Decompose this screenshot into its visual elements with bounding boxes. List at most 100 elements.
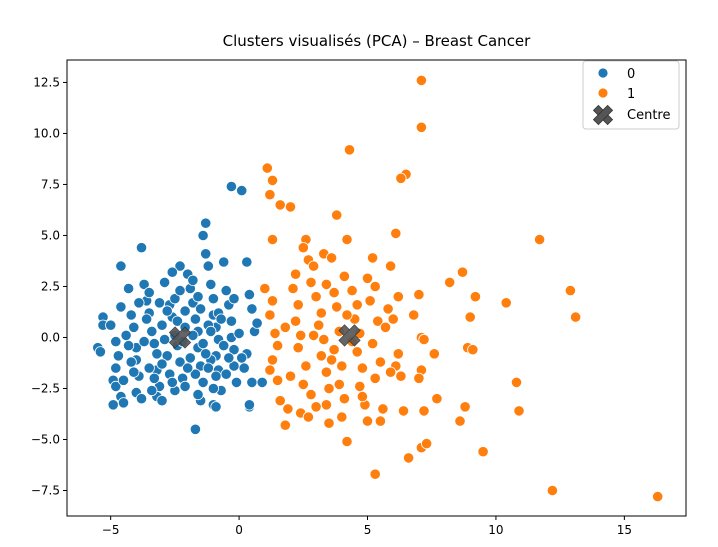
point-cluster-1 — [289, 268, 302, 280]
point-cluster-1 — [297, 242, 309, 254]
point-cluster-1 — [323, 382, 335, 395]
point-cluster-0 — [156, 319, 168, 331]
x-tick-label: 15 — [617, 523, 632, 537]
point-cluster-1 — [264, 364, 276, 376]
point-cluster-1 — [271, 374, 284, 386]
point-cluster-0 — [228, 344, 240, 356]
point-cluster-1 — [500, 297, 512, 309]
point-cluster-0 — [143, 362, 155, 374]
point-cluster-1 — [392, 291, 404, 303]
point-cluster-0 — [179, 380, 191, 392]
point-cluster-0 — [128, 366, 140, 378]
point-cluster-1 — [510, 376, 523, 388]
point-cluster-0 — [133, 297, 145, 309]
point-cluster-1 — [467, 344, 479, 356]
point-cluster-1 — [310, 291, 322, 303]
point-cluster-0 — [171, 315, 183, 327]
point-cluster-1 — [431, 393, 443, 405]
x-tick-label: 0 — [235, 523, 243, 537]
point-cluster-1 — [354, 380, 366, 392]
point-cluster-0 — [243, 399, 255, 411]
point-cluster-1 — [331, 301, 343, 313]
point-cluster-0 — [153, 297, 166, 309]
point-cluster-0 — [189, 368, 201, 380]
point-cluster-0 — [125, 356, 137, 368]
point-cluster-0 — [246, 303, 258, 315]
point-cluster-0 — [174, 356, 186, 368]
point-cluster-1 — [569, 311, 582, 323]
point-cluster-0 — [241, 256, 253, 268]
point-cluster-0 — [161, 305, 173, 317]
point-cluster-1 — [346, 284, 358, 297]
point-cluster-1 — [428, 348, 440, 360]
point-cluster-1 — [328, 344, 340, 356]
point-cluster-1 — [323, 417, 335, 429]
point-cluster-0 — [107, 399, 119, 411]
y-tick-label: 12.5 — [33, 75, 60, 89]
point-cluster-1 — [320, 366, 332, 378]
point-cluster-1 — [292, 299, 304, 311]
point-cluster-0 — [182, 362, 194, 374]
plot-frame — [66, 59, 687, 517]
legend-marker-1 — [597, 87, 609, 99]
point-cluster-0 — [225, 315, 237, 327]
point-cluster-0 — [174, 260, 186, 272]
point-cluster-0 — [251, 317, 263, 329]
point-cluster-0 — [200, 348, 212, 360]
point-cluster-1 — [413, 372, 425, 384]
point-cluster-1 — [356, 362, 368, 374]
point-cluster-1 — [564, 284, 577, 297]
point-cluster-0 — [184, 352, 196, 364]
y-tick-label: 10.0 — [33, 126, 60, 140]
point-cluster-1 — [297, 378, 309, 390]
x-tick-label: 5 — [364, 523, 372, 537]
point-cluster-1 — [377, 403, 389, 415]
point-cluster-1 — [266, 174, 279, 186]
point-cluster-1 — [264, 309, 276, 321]
point-cluster-0 — [187, 274, 199, 286]
y-tick-label: 0.0 — [41, 330, 60, 344]
point-cluster-0 — [207, 382, 219, 395]
point-cluster-0 — [246, 376, 258, 388]
centres-layer — [168, 324, 361, 349]
point-cluster-0 — [166, 266, 178, 278]
point-cluster-0 — [236, 352, 248, 364]
point-cluster-1 — [305, 388, 317, 401]
point-cluster-0 — [141, 313, 153, 325]
point-cluster-1 — [366, 337, 379, 350]
point-cluster-0 — [218, 256, 230, 268]
point-cluster-0 — [210, 370, 222, 382]
point-cluster-1 — [305, 276, 317, 288]
point-cluster-1 — [395, 370, 407, 382]
point-cluster-1 — [418, 333, 430, 346]
point-cluster-1 — [356, 390, 368, 403]
legend-marker-0 — [597, 67, 609, 79]
point-cluster-0 — [123, 282, 135, 295]
point-cluster-1 — [361, 415, 374, 427]
point-cluster-0 — [189, 313, 201, 325]
point-cluster-1 — [366, 252, 379, 264]
point-cluster-0 — [159, 276, 171, 288]
point-cluster-1 — [351, 346, 363, 358]
point-cluster-1 — [295, 329, 307, 341]
point-cluster-0 — [148, 372, 160, 384]
x-tick-label: 10 — [488, 523, 503, 537]
x-tick-label: −5 — [102, 523, 120, 537]
point-cluster-0 — [166, 376, 178, 388]
point-cluster-1 — [266, 354, 279, 366]
point-cluster-0 — [115, 260, 127, 272]
y-tick-label: 5.0 — [41, 228, 60, 242]
point-cluster-1 — [415, 121, 427, 133]
point-cluster-1 — [338, 393, 350, 405]
point-cluster-1 — [361, 272, 374, 284]
point-cluster-1 — [336, 360, 348, 372]
point-cluster-1 — [369, 372, 381, 384]
point-cluster-1 — [318, 333, 330, 346]
point-cluster-1 — [372, 315, 384, 327]
point-cluster-1 — [343, 144, 356, 156]
legend-marker-centre — [592, 104, 614, 126]
point-cluster-1 — [266, 233, 279, 246]
y-tick-label: −5.0 — [31, 432, 60, 446]
point-cluster-0 — [112, 350, 125, 362]
